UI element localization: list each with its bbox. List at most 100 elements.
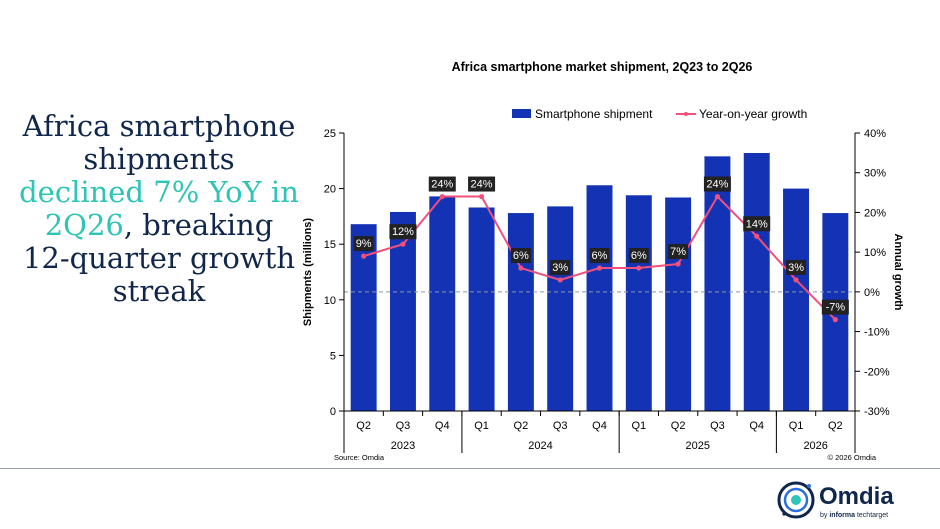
legend-line-marker (684, 112, 688, 116)
headline-highlight: declined 7% YoY in 2Q26 (19, 175, 299, 242)
growth-label-box (703, 176, 731, 192)
growth-data-label: -7% (826, 302, 846, 314)
growth-label-box (510, 248, 531, 264)
x-tick-label: Q1 (789, 420, 804, 432)
growth-point-12 (793, 277, 799, 283)
logo-wordmark: Omdia (819, 483, 894, 510)
growth-label-box (821, 299, 849, 315)
growth-label-box (668, 244, 689, 260)
y-tick-label: 20 (324, 184, 336, 196)
y-tick-label: 0 (330, 406, 336, 418)
y2-tick-label: 40% (864, 128, 886, 140)
bar-6 (547, 206, 574, 411)
growth-point-13 (832, 317, 838, 323)
logo-tagline: by informa techtarget (820, 512, 888, 519)
y-tick-label: 25 (324, 128, 336, 140)
footer-divider (0, 468, 940, 469)
year-label: 2026 (803, 440, 827, 452)
y2-axis-label: Annual growth (892, 234, 904, 311)
growth-data-label: 6% (513, 250, 529, 262)
logo-tagline-brand: informa (829, 512, 855, 519)
growth-line-series: 9% 12% 24% 24% 6% 3% 6% 6% 7% 24% 14% 3% -7% (353, 176, 849, 323)
x-tick-label: Q2 (671, 420, 686, 432)
y2-tick-label: 30% (864, 168, 886, 180)
growth-point-2 (400, 241, 406, 247)
legend-line-label: Year-on-year growth (699, 107, 807, 121)
growth-data-label: 14% (746, 218, 768, 230)
bar-7 (586, 185, 613, 411)
growth-label-box (743, 216, 771, 232)
source-note: Source: Omdia (334, 453, 385, 462)
bar-1 (350, 224, 377, 411)
y2-tick-label: 0% (864, 287, 880, 299)
growth-point-8 (636, 265, 642, 271)
growth-point-1 (361, 253, 367, 259)
x-tick-label: Q2 (514, 420, 529, 432)
headline-part2: , breaking 12-quarter growth streak (22, 208, 296, 308)
bar-series (350, 153, 849, 412)
growth-data-label: 6% (631, 250, 647, 262)
year-label: 2024 (528, 440, 552, 452)
bar-12 (783, 188, 810, 411)
bar-3 (429, 196, 456, 411)
chart-title: Africa smartphone market shipment, 2Q23 … (452, 60, 753, 74)
growth-label-box (389, 224, 417, 240)
logo-tagline-prefix: by (820, 512, 829, 519)
bar-11 (743, 153, 770, 412)
growth-data-label: 24% (431, 179, 453, 191)
x-tick-label: Q1 (631, 420, 646, 432)
growth-point-4 (478, 193, 485, 200)
growth-label-box (428, 176, 456, 192)
x-tick-label: Q1 (474, 420, 489, 432)
y2-tick-label: -10% (864, 327, 890, 339)
legend-bar-label: Smartphone shipment (535, 107, 653, 121)
growth-label-box (786, 259, 807, 275)
growth-point-9 (675, 261, 681, 267)
growth-point-11 (754, 233, 760, 239)
year-label: 2025 (686, 440, 710, 452)
growth-point-7 (596, 265, 603, 271)
bar-4 (468, 207, 495, 411)
copyright-note: © 2026 Omdia (828, 453, 877, 462)
bar-9 (665, 197, 692, 411)
headline: Africa smartphone shipments declined 7% … (18, 110, 300, 308)
logo-tagline-suffix: techtarget (855, 512, 888, 519)
x-tick-label: Q4 (592, 420, 607, 432)
legend-bar-swatch (512, 109, 531, 118)
growth-data-label: 24% (706, 179, 728, 191)
y2-tick-label: -20% (864, 366, 890, 378)
omdia-globe-icon (777, 481, 815, 519)
growth-data-label: 3% (788, 262, 804, 274)
year-label: 2023 (391, 440, 415, 452)
x-tick-label: Q2 (828, 420, 843, 432)
y2-tick-label: 10% (864, 247, 886, 259)
x-tick-label: Q4 (749, 420, 764, 432)
growth-point-10 (714, 193, 721, 200)
growth-data-label: 6% (592, 250, 608, 262)
omdia-logo[interactable]: Omdia by informa techtarget (776, 478, 926, 522)
y2-tick-label: 20% (864, 207, 886, 219)
y-axis-label: Shipments (millions) (302, 218, 314, 327)
chart: Africa smartphone market shipment, 2Q23 … (302, 60, 904, 462)
growth-data-label: 24% (471, 179, 493, 191)
x-tick-label: Q4 (435, 420, 450, 432)
growth-point-5 (518, 265, 524, 271)
growth-data-label: 3% (552, 262, 568, 274)
growth-point-3 (439, 193, 445, 200)
legend: Smartphone shipment Year-on-year growth (512, 107, 807, 121)
y-tick-label: 10 (324, 295, 336, 307)
growth-label-box (628, 248, 649, 264)
growth-label-box (550, 259, 571, 275)
growth-data-label: 7% (670, 246, 686, 258)
y-tick-label: 15 (324, 239, 336, 251)
headline-part1: Africa smartphone shipments (22, 109, 296, 176)
bar-8 (625, 195, 652, 411)
growth-data-label: 9% (356, 238, 372, 250)
bar-5 (507, 213, 534, 411)
growth-label-box (468, 176, 496, 192)
x-tick-label: Q3 (396, 420, 411, 432)
y-tick-label: 5 (330, 350, 336, 362)
y2-tick-label: -30% (864, 406, 890, 418)
growth-label-box (589, 248, 610, 264)
